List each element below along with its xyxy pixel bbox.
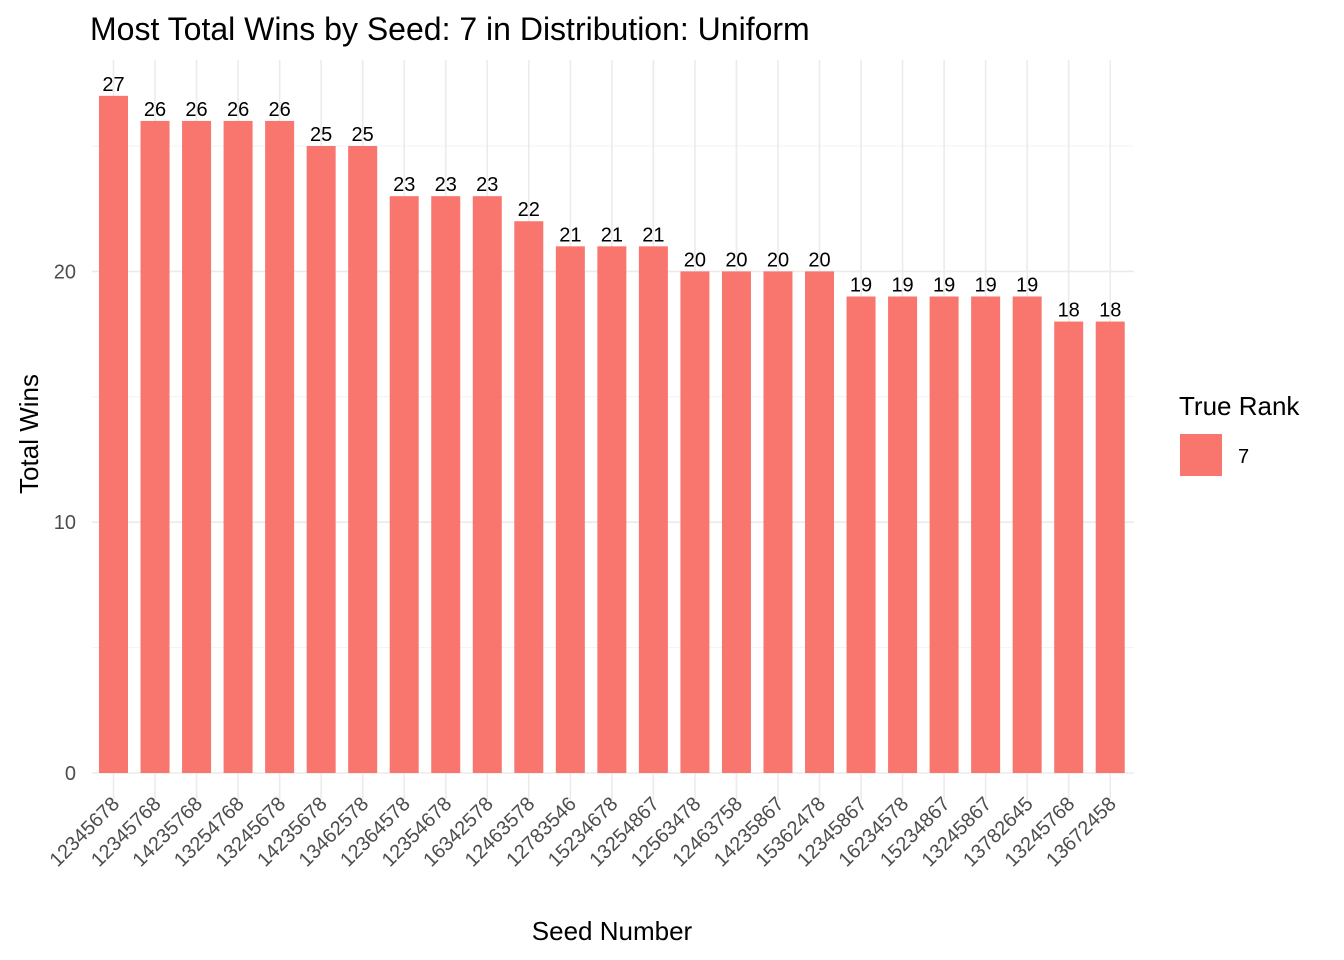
bar-value-label: 27 [102, 74, 124, 96]
bar-value-label: 25 [352, 124, 374, 146]
bar [846, 296, 876, 773]
x-axis-title: Seed Number [532, 916, 693, 946]
bar-value-label: 18 [1099, 300, 1121, 322]
bar-value-label: 23 [476, 174, 498, 196]
y-tick-label: 20 [54, 261, 76, 283]
bar-value-label: 19 [975, 274, 997, 296]
bar-value-label: 25 [310, 124, 332, 146]
bars [99, 95, 1125, 774]
bar-value-label: 26 [227, 99, 249, 121]
bar [182, 120, 212, 774]
x-axis-ticks: 1234567812345768142357681325476813245678… [46, 793, 1121, 871]
bar-value-label: 18 [1058, 300, 1080, 322]
bar-value-label: 23 [435, 174, 457, 196]
bar-value-label: 20 [808, 249, 830, 271]
legend-key [1180, 434, 1222, 476]
bar-value-label: 20 [684, 249, 706, 271]
bar [348, 146, 378, 773]
bar [680, 271, 710, 773]
bar-value-label: 21 [601, 224, 623, 246]
bar-value-label: 21 [642, 224, 664, 246]
bar-value-label: 26 [185, 99, 207, 121]
bar-value-label: 19 [933, 274, 955, 296]
y-axis-title: Total Wins [14, 374, 44, 494]
bar [1054, 321, 1084, 773]
bar-value-label: 21 [559, 224, 581, 246]
bar-value-label: 19 [891, 274, 913, 296]
bar-value-label: 26 [144, 99, 166, 121]
bar-value-label: 20 [767, 249, 789, 271]
bar [638, 246, 668, 773]
bar [929, 296, 959, 773]
bar [223, 120, 253, 774]
y-tick-label: 10 [54, 512, 76, 534]
bar-value-label: 19 [1016, 274, 1038, 296]
y-tick-label: 0 [65, 763, 76, 785]
bar [140, 120, 170, 774]
bar [472, 196, 502, 773]
bar-value-label: 26 [268, 99, 290, 121]
bar [1095, 321, 1125, 773]
bar-value-label: 20 [725, 249, 747, 271]
bar [514, 221, 544, 774]
bar [888, 296, 918, 773]
bar [555, 246, 585, 773]
bar [721, 271, 751, 773]
bar [265, 120, 295, 774]
bar [431, 196, 461, 773]
bar [597, 246, 627, 773]
bar [1012, 296, 1042, 773]
bar-value-label: 22 [518, 199, 540, 221]
bar [99, 95, 128, 774]
bar [389, 196, 419, 773]
legend-label: 7 [1238, 446, 1249, 468]
legend-title: True Rank [1179, 391, 1300, 421]
y-axis-ticks: 0 10 20 [54, 261, 76, 785]
bar-labels: 27 26 26 26 26 25 25 23 23 23 22 21 21 21 20 20 20 20 19 19… [102, 74, 1121, 322]
legend: True Rank 7 [1179, 391, 1300, 476]
chart-title: Most Total Wins by Seed: 7 in Distributi… [90, 11, 810, 47]
bar-value-label: 19 [850, 274, 872, 296]
bar [971, 296, 1001, 773]
bar-value-label: 23 [393, 174, 415, 196]
bar [805, 271, 835, 773]
bar [763, 271, 793, 773]
bar [306, 146, 336, 773]
